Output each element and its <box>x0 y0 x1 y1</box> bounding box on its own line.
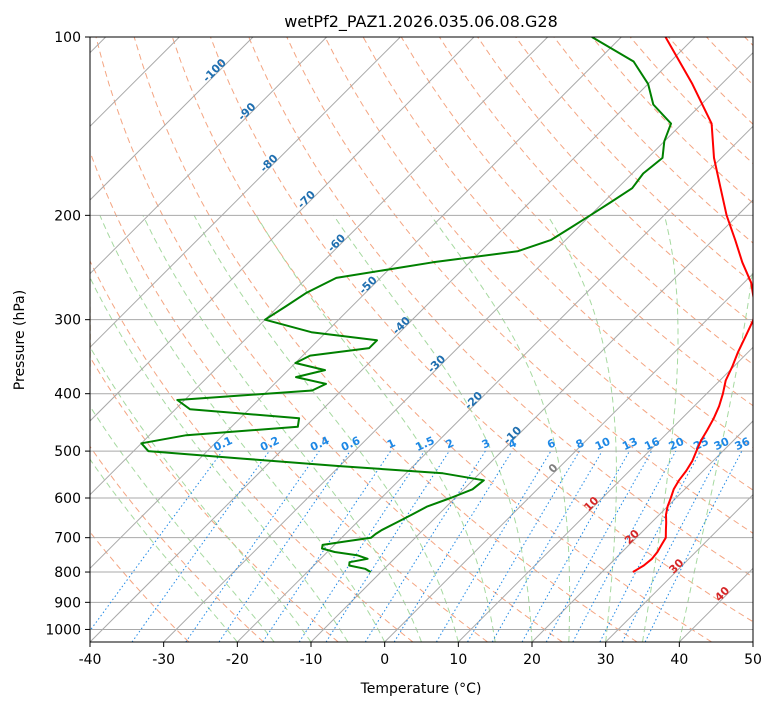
mixing-ratio-line <box>90 450 223 632</box>
isotherm-gridline <box>90 37 622 570</box>
y-tick-label: 100 <box>54 30 81 46</box>
moist-adiabat-line <box>99 215 386 642</box>
dry-adiabat-line <box>95 37 563 642</box>
mixing-ratio-line <box>262 450 392 642</box>
dry-adiabat-line <box>171 37 712 642</box>
x-tick-label: -10 <box>300 652 323 668</box>
x-tick-label: 10 <box>449 652 467 668</box>
moist-adiabat-line <box>90 458 238 642</box>
y-axis-label: Pressure (hPa) <box>12 290 28 390</box>
mixing-ratio-label: 10 <box>593 435 613 453</box>
mixing-ratio-line <box>393 450 513 642</box>
x-axis-label: Temperature (°C) <box>360 681 482 697</box>
moist-adiabat-line <box>678 264 753 642</box>
dry-adiabat-line <box>133 37 638 642</box>
profile-series <box>140 37 753 573</box>
mixing-ratio-label: 20 <box>667 435 687 453</box>
dry-adiabat-line <box>248 37 753 578</box>
dry-adiabat-line <box>90 259 414 642</box>
mixing-ratio-labels: 0.1 0.2 0.4 0.6 1 1.5 2 3 4 6 8 10 13 16 20 25 30 36 <box>211 434 752 454</box>
moist-adiabat-line <box>193 215 459 642</box>
mixing-ratio-label: 30 <box>712 435 732 453</box>
dry-adiabat-line <box>324 37 753 491</box>
dewpoint-profile-line <box>140 37 672 573</box>
isotherm-gridline <box>310 199 753 642</box>
moist-adiabat-line <box>333 215 533 642</box>
x-tick-label: -30 <box>152 652 175 668</box>
moist-adiabat-line <box>642 215 679 642</box>
mixing-ratio-label: 13 <box>620 435 639 453</box>
y-tick-label: 900 <box>54 595 81 611</box>
mixing-ratio-line <box>185 450 320 642</box>
y-tick-label: 800 <box>54 565 81 581</box>
temperature-profile-line <box>632 37 753 573</box>
y-tick-label: 200 <box>54 208 81 224</box>
isotherm-gridline <box>163 51 753 642</box>
isotherm-gridline <box>236 125 753 642</box>
y-tick-label: 300 <box>54 313 81 329</box>
dry-adiabats <box>90 37 753 642</box>
moist-adiabat-line <box>430 215 571 642</box>
dry-adiabat-line <box>90 445 264 642</box>
moist-adiabat-line <box>90 346 312 642</box>
y-tick-label: 600 <box>54 491 81 507</box>
chart-title: wetPf2_PAZ1.2026.035.06.08.G28 <box>284 12 558 32</box>
x-tick-label: -20 <box>226 652 249 668</box>
y-tick-label: 400 <box>54 387 81 403</box>
dry-adiabat-line <box>210 37 753 623</box>
x-tick-label: 40 <box>670 652 688 668</box>
y-axis: 100 200 300 400 500 600 700 800 900 1000 <box>45 30 90 638</box>
y-tick-label: 700 <box>54 531 81 547</box>
x-tick-label: 0 <box>380 652 389 668</box>
x-axis: -40 -30 -20 -10 0 10 20 30 40 50 <box>79 642 762 668</box>
mixing-ratio-line <box>644 450 743 642</box>
mixing-ratio-line <box>325 450 450 642</box>
mixing-ratio-line <box>545 450 653 642</box>
isotherm-gridline <box>90 37 328 275</box>
mixing-ratio-label: 16 <box>642 435 662 453</box>
mixing-ratio-label: 36 <box>733 435 753 453</box>
isotherm-gridline <box>457 346 753 642</box>
plot-frame <box>89 36 754 643</box>
isotherm-gridline <box>90 37 401 349</box>
x-tick-label: 20 <box>523 652 541 668</box>
x-tick-label: 50 <box>744 652 762 668</box>
mixing-ratio-label: 25 <box>691 435 710 453</box>
mixing-ratio-lines <box>90 450 743 642</box>
y-tick-label: 1000 <box>45 622 81 638</box>
moist-adiabat-line <box>142 215 422 642</box>
x-tick-label: -40 <box>79 652 102 668</box>
plot-background <box>90 37 753 642</box>
isotherm-gridline <box>90 37 475 422</box>
mixing-ratio-line <box>131 450 270 642</box>
dry-adiabat-line <box>90 356 339 642</box>
isotherm-gridlines <box>90 37 753 642</box>
mixing-ratio-line <box>521 450 630 642</box>
moist-adiabat-line <box>90 405 275 642</box>
mixing-ratio-line <box>572 450 677 642</box>
isotherm-gridline <box>90 37 254 201</box>
isotherm-gridline <box>605 493 753 642</box>
y-tick-label: 500 <box>54 444 81 460</box>
isotherm-gridline <box>384 272 753 642</box>
dry-adiabat-line <box>286 37 753 534</box>
moist-adiabat-line <box>547 215 617 642</box>
isotherm-gridline <box>531 420 753 642</box>
x-tick-label: 30 <box>597 652 615 668</box>
isotherm-gridline <box>90 37 696 642</box>
mixing-ratio-line <box>218 450 351 642</box>
isotherm-gridline <box>90 37 549 496</box>
